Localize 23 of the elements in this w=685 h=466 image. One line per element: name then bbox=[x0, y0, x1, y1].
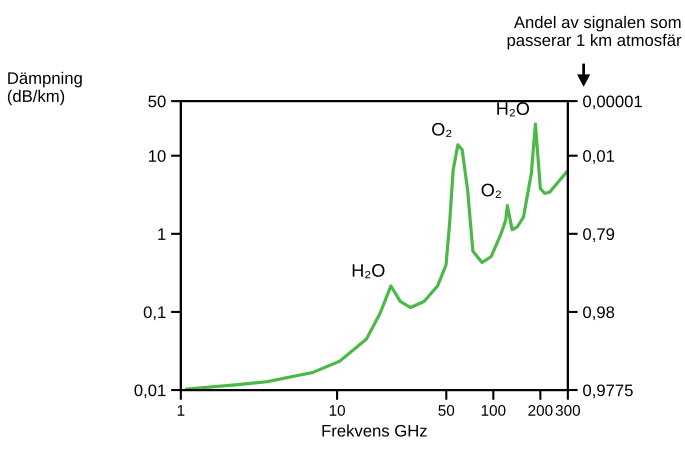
y-tick-label: 0,1 bbox=[144, 306, 166, 320]
x-tick-label: 10 bbox=[330, 405, 345, 416]
annotation: H₂O bbox=[352, 264, 384, 278]
text: 0,98 bbox=[583, 306, 614, 320]
y-tick-label: 50 bbox=[148, 96, 166, 108]
x-axis-title: Frekvens GHz bbox=[322, 424, 427, 437]
annotation: O₂ bbox=[482, 184, 501, 198]
text: 0,00001 bbox=[583, 96, 642, 110]
x-tick-label: 100 bbox=[482, 405, 506, 416]
x-tick-label: 50 bbox=[438, 405, 454, 416]
text: 0,01 bbox=[583, 150, 614, 164]
annotation: O₂ bbox=[432, 122, 452, 138]
y-tick-label: 10 bbox=[148, 150, 166, 162]
x-tick-label: 300 bbox=[556, 405, 580, 416]
y-axis-title: Dämpning (dB/km) bbox=[8, 72, 82, 106]
text: 0,79 bbox=[583, 228, 614, 242]
x-tick-label: 200 bbox=[528, 405, 552, 416]
text: 0,9775 bbox=[583, 384, 633, 398]
y-tick-label: 1 bbox=[158, 228, 166, 240]
x-tick-label: 1 bbox=[178, 405, 184, 416]
annotation: H₂O bbox=[497, 102, 530, 116]
y2-axis-title: Andel av signalen som passerar 1 km atmosfär bbox=[508, 16, 682, 50]
y-tick-label: 0,01 bbox=[134, 384, 166, 398]
